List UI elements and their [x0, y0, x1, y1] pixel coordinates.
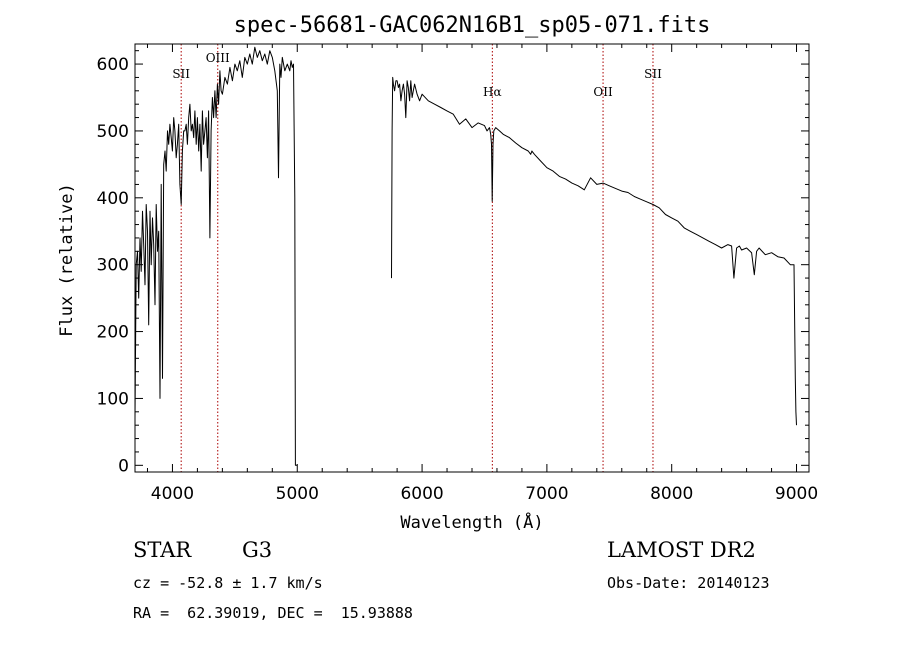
object-class: STAR: [133, 538, 192, 562]
spectrum-line: [391, 76, 797, 426]
y-tick-label: 100: [97, 389, 129, 409]
coordinates: RA = 62.39019, DEC = 15.93888: [133, 604, 413, 622]
x-tick-label: 8000: [650, 484, 693, 504]
x-tick-label: 5000: [276, 484, 319, 504]
y-tick-label: 200: [97, 323, 129, 343]
y-tick-label: 400: [97, 189, 129, 209]
chart-title: spec-56681-GAC062N16B1_sp05-071.fits: [234, 13, 711, 38]
data-series: [134, 46, 797, 466]
marker-label: OIII: [206, 51, 230, 65]
plot-frame: [134, 43, 810, 473]
annotation-lines: SII OIII Hα OII SII: [172, 44, 662, 472]
x-tick-label: 9000: [775, 484, 818, 504]
object-subclass: G3: [242, 538, 273, 562]
y-axis-label: Flux (relative): [57, 183, 77, 337]
marker-label: Hα: [483, 85, 502, 99]
y-tick-label: 300: [97, 256, 129, 276]
y-tick-label: 600: [97, 55, 129, 75]
axis-ticks: 4000 5000 6000 7000 8000 9000 0 100 200 300 400 500…: [97, 44, 818, 504]
survey-name: LAMOST DR2: [607, 538, 756, 562]
y-tick-label: 0: [118, 456, 129, 476]
redshift-velocity: cz = -52.8 ± 1.7 km/s: [133, 574, 323, 592]
x-tick-label: 6000: [400, 484, 443, 504]
marker-label: OII: [593, 85, 613, 99]
y-tick-label: 500: [97, 122, 129, 142]
x-tick-label: 7000: [525, 484, 568, 504]
x-axis-label: Wavelength (Å): [400, 511, 543, 533]
spectrum-line: [134, 46, 298, 466]
marker-label: SII: [644, 67, 662, 81]
marker-label: SII: [172, 67, 190, 81]
observation-date: Obs-Date: 20140123: [607, 574, 770, 592]
x-tick-label: 4000: [151, 484, 194, 504]
